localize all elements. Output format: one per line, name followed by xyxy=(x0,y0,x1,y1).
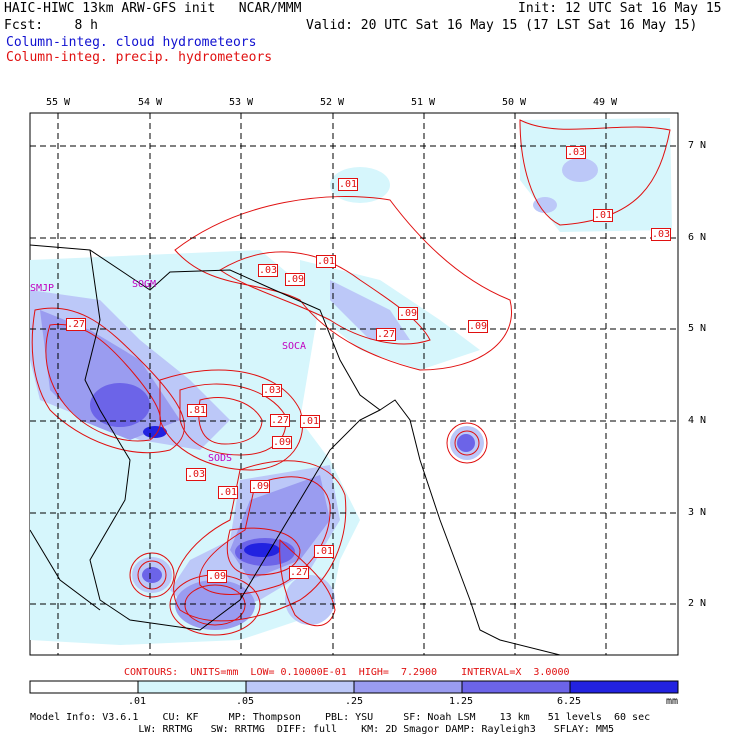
model-info-line2: LW: RRTMG SW: RRTMG DIFF: full KM: 2D Sm… xyxy=(30,724,614,735)
lat-label: 4 N xyxy=(688,415,707,426)
contour-label: .03 xyxy=(566,146,587,159)
contour-label: .27 xyxy=(66,318,87,331)
contour-label: .09 xyxy=(250,480,271,493)
colorbar-unit: mm xyxy=(666,696,679,707)
contour-label: .03 xyxy=(651,228,672,241)
station-label: SOGM xyxy=(132,279,157,290)
lon-label: 50 W xyxy=(502,97,527,108)
contour-label: .03 xyxy=(258,264,279,277)
colorbar xyxy=(29,680,679,694)
lon-label: 51 W xyxy=(411,97,436,108)
contour-label: .09 xyxy=(398,307,419,320)
contour-label: .09 xyxy=(285,273,306,286)
contour-info: CONTOURS: UNITS=mm LOW= 0.10000E-01 HIGH… xyxy=(124,667,570,678)
colorbar-label: .05 xyxy=(236,696,255,707)
station-label: SOCA xyxy=(282,341,307,352)
lat-label: 7 N xyxy=(688,140,707,151)
lat-label: 6 N xyxy=(688,232,707,243)
lon-label: 52 W xyxy=(320,97,345,108)
legend-precip: Column-integ. precip. hydrometeors xyxy=(6,50,273,65)
colorbar-label: .01 xyxy=(128,696,147,707)
contour-label: .27 xyxy=(376,328,397,341)
contour-label: .03 xyxy=(186,468,207,481)
legend-cloud: Column-integ. cloud hydrometeors xyxy=(6,35,257,50)
contour-label: .03 xyxy=(262,384,283,397)
valid-time: Valid: 20 UTC Sat 16 May 15 (17 LST Sat … xyxy=(306,18,698,33)
coastline xyxy=(29,244,561,656)
lon-label: 53 W xyxy=(229,97,254,108)
colorbar-label: .25 xyxy=(345,696,364,707)
lat-lon-grid xyxy=(30,113,678,655)
forecast-hour: Fcst: 8 h xyxy=(4,18,98,33)
station-label: SMJP xyxy=(30,283,55,294)
model-info-line1: Model Info: V3.6.1 CU: KF MP: Thompson P… xyxy=(30,712,651,723)
contour-label: .81 xyxy=(187,404,208,417)
contour-label: .01 xyxy=(338,178,359,191)
lon-label: 55 W xyxy=(46,97,71,108)
contour-label: .27 xyxy=(270,414,291,427)
colorbar-label: 6.25 xyxy=(557,696,582,707)
lon-label: 54 W xyxy=(138,97,163,108)
lat-label: 5 N xyxy=(688,323,707,334)
contour-label: .01 xyxy=(593,209,614,222)
contour-label: .01 xyxy=(218,486,239,499)
precip-contours xyxy=(31,119,671,636)
contour-label: .01 xyxy=(316,255,337,268)
lon-label: 49 W xyxy=(593,97,618,108)
contour-label: .01 xyxy=(300,415,321,428)
contour-label: .09 xyxy=(207,570,228,583)
init-time: Init: 12 UTC Sat 16 May 15 xyxy=(518,1,722,16)
contour-label: .09 xyxy=(468,320,489,333)
contour-label: .09 xyxy=(272,436,293,449)
model-title: HAIC-HIWC 13km ARW-GFS init NCAR/MMM xyxy=(4,1,302,16)
colorbar-label: 1.25 xyxy=(449,696,474,707)
contour-label: .01 xyxy=(314,545,335,558)
lat-label: 2 N xyxy=(688,598,707,609)
contour-label: .27 xyxy=(289,566,310,579)
station-label: SODS xyxy=(208,453,233,464)
lat-label: 3 N xyxy=(688,507,707,518)
